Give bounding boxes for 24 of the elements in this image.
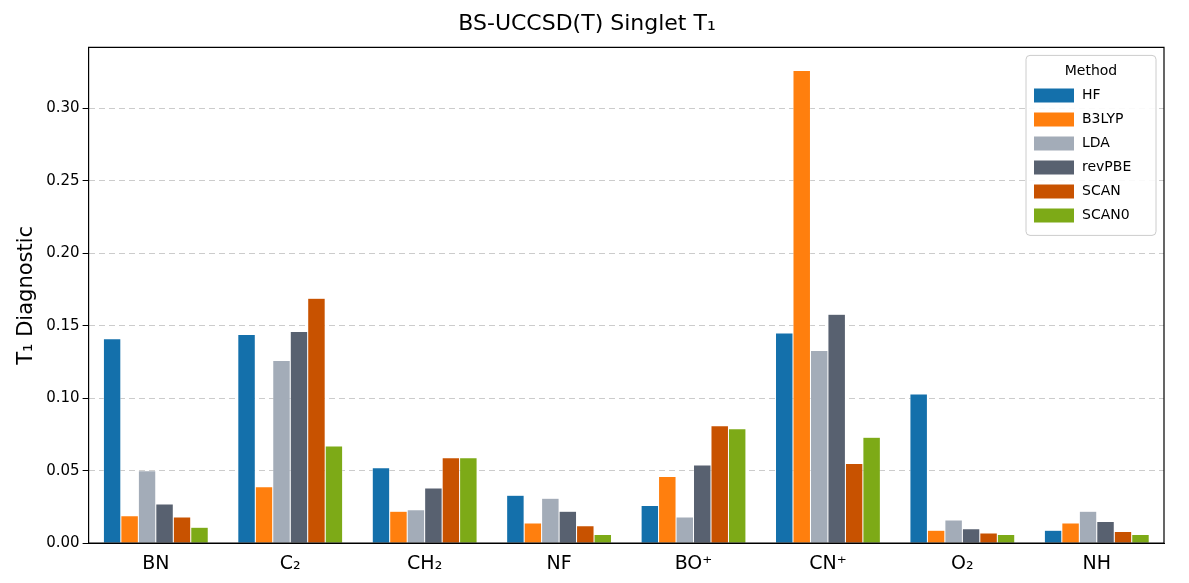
chart-title: BS-UCCSD(T) Singlet T₁ [458, 9, 716, 35]
y-tick-label: 0.30 [46, 98, 80, 117]
legend-label: SCAN [1082, 182, 1121, 199]
y-tick-label: 0.15 [46, 315, 80, 334]
y-tick-label: 0.20 [46, 243, 80, 262]
x-tick-label: BO⁺ [674, 550, 713, 573]
x-tick-label: NF [546, 550, 572, 573]
y-tick-label: 0.00 [46, 533, 80, 552]
x-tick-label: C₂ [279, 550, 301, 573]
legend-label: LDA [1082, 134, 1111, 151]
x-tick-label: BN [142, 550, 170, 573]
legend-label: SCAN0 [1082, 206, 1130, 223]
x-tick-label: O₂ [951, 550, 974, 573]
y-tick-label: 0.25 [46, 170, 80, 189]
y-tick-label: 0.05 [46, 460, 80, 479]
legend-title: Method [1064, 62, 1118, 79]
legend-label: HF [1082, 86, 1101, 103]
legend-label: revPBE [1082, 158, 1132, 175]
x-tick-label: CH₂ [407, 550, 443, 573]
y-tick-label: 0.10 [46, 388, 80, 407]
x-tick-label: NH [1082, 550, 1112, 573]
y-axis-title: T₁ Diagnostic [13, 225, 38, 366]
x-tick-label: CN⁺ [809, 550, 847, 573]
legend-label: B3LYP [1082, 110, 1124, 127]
